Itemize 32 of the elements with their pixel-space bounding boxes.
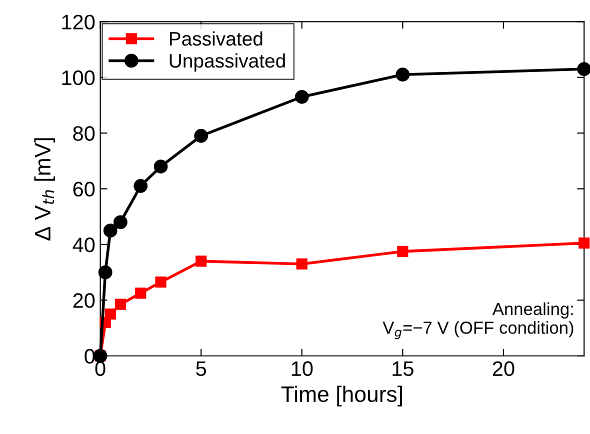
- y-tick-label: 40: [72, 237, 95, 252]
- y-tick-label: 80: [73, 126, 95, 141]
- point: [396, 68, 410, 82]
- point: [294, 90, 309, 104]
- y-tick-label: 20: [73, 293, 95, 308]
- y-tick-label: 100: [62, 70, 95, 86]
- point: [104, 308, 116, 320]
- point: [578, 238, 590, 249]
- x-tick-label: 15: [392, 362, 414, 376]
- point: [397, 246, 408, 258]
- x-tick-label: 20: [492, 361, 514, 376]
- point: [98, 265, 112, 280]
- point: [114, 298, 126, 310]
- x-axis-title: Time [hours]: [281, 386, 402, 406]
- point: [134, 179, 148, 193]
- point: [154, 160, 168, 174]
- y-tick-label: 60: [73, 182, 95, 197]
- point: [194, 128, 208, 143]
- point: [296, 258, 308, 270]
- text: Annealing: V$_{g}$=−7 V (OFF condition): [382, 302, 574, 340]
- point: [135, 288, 146, 299]
- point: [196, 256, 207, 267]
- y-axis-title: Δ V$_{th}$ [mV]: [34, 138, 55, 240]
- point: [577, 62, 590, 76]
- point: [114, 215, 128, 230]
- x-tick-label: 5: [196, 362, 206, 376]
- y-tick-label: 120: [62, 14, 95, 30]
- x-tick-label: 10: [292, 361, 313, 376]
- legend-label: Passivated: [170, 31, 262, 46]
- legend-label: Unpassivated: [170, 53, 285, 72]
- point: [155, 276, 166, 288]
- point: [103, 224, 118, 238]
